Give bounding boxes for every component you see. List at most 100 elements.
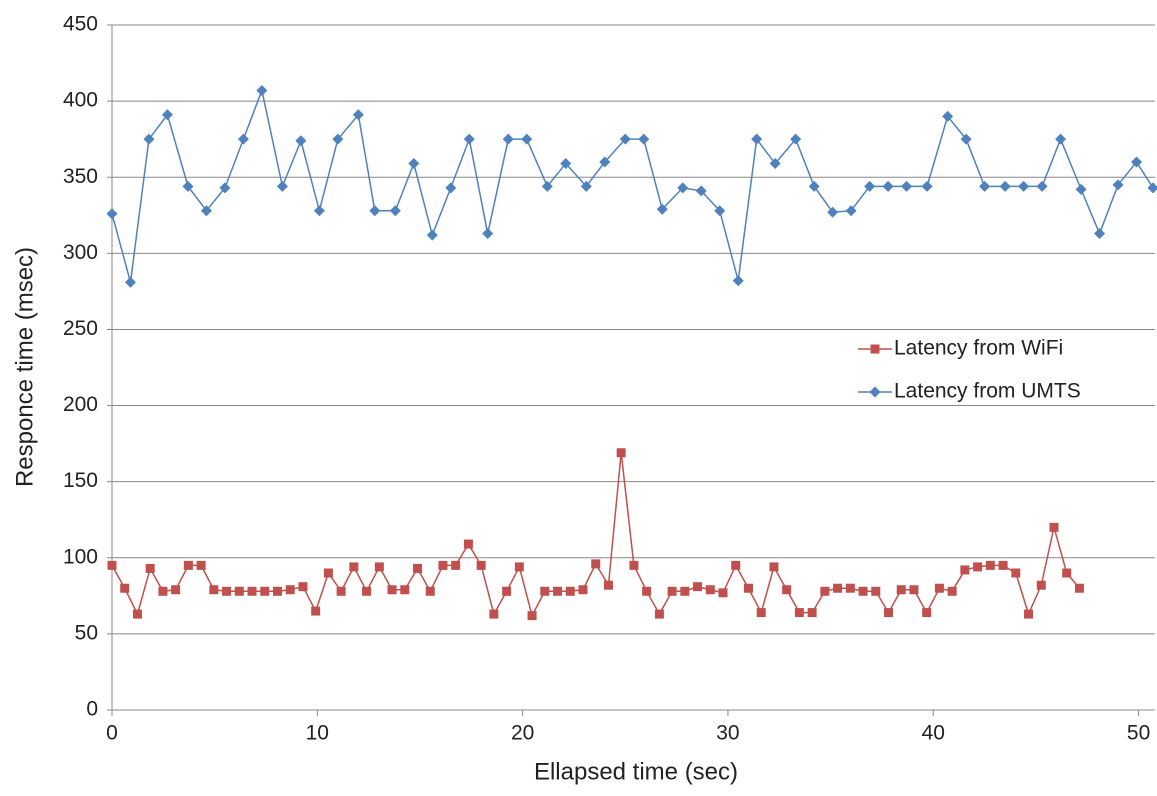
data-point	[677, 182, 689, 194]
data-point	[603, 580, 613, 590]
x-tick-label: 0	[106, 722, 118, 745]
data-point	[527, 611, 537, 621]
data-point	[209, 585, 219, 595]
x-tick-label: 20	[511, 722, 534, 745]
data-point	[389, 205, 401, 217]
data-point	[731, 560, 741, 570]
data-point	[295, 135, 307, 147]
data-point	[311, 606, 321, 616]
data-point	[1024, 609, 1034, 619]
data-point	[680, 586, 690, 596]
data-point	[827, 206, 839, 218]
data-point	[769, 562, 779, 572]
data-point	[960, 565, 970, 575]
data-point	[234, 586, 244, 596]
data-point	[833, 583, 843, 593]
data-point	[362, 586, 372, 596]
data-point	[120, 583, 130, 593]
data-point	[642, 586, 652, 596]
data-point	[387, 585, 397, 595]
data-point	[541, 180, 553, 192]
data-point	[1062, 568, 1072, 578]
legend-label: Latency from UMTS	[894, 380, 1081, 403]
data-point	[845, 205, 857, 217]
data-point	[807, 608, 817, 618]
data-point	[820, 586, 830, 596]
data-point	[323, 568, 333, 578]
data-point	[272, 586, 282, 596]
data-point	[438, 560, 448, 570]
y-tick-label: 0	[86, 698, 98, 721]
legend-marker	[869, 386, 881, 398]
y-tick-label: 150	[63, 469, 98, 492]
data-point	[158, 586, 168, 596]
legend-label: Latency from WiFi	[894, 337, 1063, 360]
data-point	[871, 586, 881, 596]
data-point	[219, 182, 231, 194]
data-point	[718, 588, 728, 598]
x-tick-label: 50	[1127, 722, 1150, 745]
y-tick-label: 400	[63, 89, 98, 112]
data-point	[182, 180, 194, 192]
data-point	[942, 110, 954, 122]
data-point	[106, 208, 118, 220]
data-point	[183, 560, 193, 570]
data-point	[332, 133, 344, 145]
data-point	[616, 448, 626, 458]
data-point	[921, 180, 933, 192]
data-point	[196, 560, 206, 570]
data-point	[999, 180, 1011, 192]
data-point	[247, 586, 257, 596]
data-point	[947, 586, 957, 596]
data-point	[408, 158, 420, 170]
data-point	[256, 84, 268, 96]
data-point	[985, 560, 995, 570]
data-point	[1075, 183, 1087, 195]
data-point	[369, 205, 381, 217]
legend-marker	[870, 344, 880, 354]
data-point	[591, 559, 601, 569]
data-point	[374, 562, 384, 572]
data-point	[743, 583, 753, 593]
data-point	[619, 133, 631, 145]
data-point	[1074, 583, 1084, 593]
data-point	[132, 609, 142, 619]
data-point	[693, 582, 703, 592]
data-point	[349, 562, 359, 572]
data-point	[1018, 180, 1030, 192]
data-point	[352, 109, 364, 121]
data-point	[751, 133, 763, 145]
data-point	[565, 586, 575, 596]
data-point	[222, 586, 232, 596]
data-point	[790, 133, 802, 145]
data-point	[695, 185, 707, 197]
data-point	[1094, 228, 1106, 240]
data-point	[884, 608, 894, 618]
data-point	[260, 586, 270, 596]
data-point	[769, 158, 781, 170]
data-point	[732, 275, 744, 287]
data-point	[313, 205, 325, 217]
data-point	[578, 585, 588, 595]
data-point	[714, 205, 726, 217]
data-point	[107, 560, 117, 570]
data-point	[599, 156, 611, 168]
y-tick-label: 300	[63, 241, 98, 264]
data-point	[1049, 522, 1059, 532]
data-point	[998, 560, 1008, 570]
data-point	[922, 608, 932, 618]
data-point	[896, 585, 906, 595]
data-point	[656, 203, 668, 215]
data-point	[463, 133, 475, 145]
y-axis-title: Responce time (msec)	[11, 247, 38, 487]
data-point	[979, 180, 991, 192]
data-point	[285, 585, 295, 595]
y-tick-label: 100	[63, 545, 98, 568]
data-point	[667, 586, 677, 596]
data-point	[425, 586, 435, 596]
x-tick-label: 30	[716, 722, 739, 745]
data-point	[145, 563, 155, 573]
data-point	[124, 276, 136, 288]
